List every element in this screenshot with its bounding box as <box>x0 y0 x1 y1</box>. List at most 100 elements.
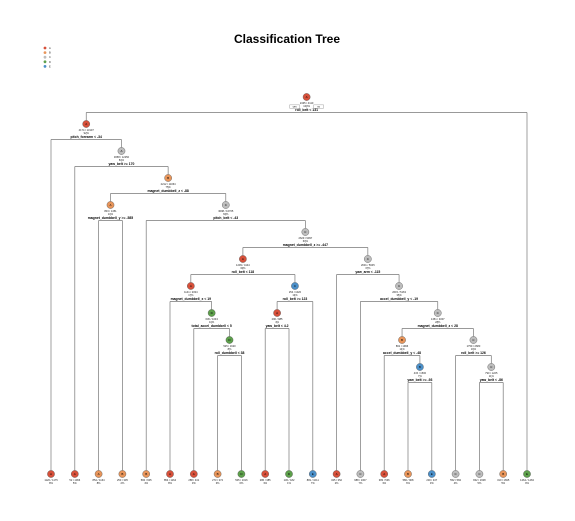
node-class-label: E <box>431 472 433 476</box>
leaf-node: D505 / 10166% <box>235 470 248 485</box>
split-rule-label: total_accel_dumbbell < 5 <box>192 324 232 328</box>
node-class-label: B <box>502 472 504 476</box>
legend-label-e: E <box>49 64 51 68</box>
node-class-label: A <box>50 472 52 476</box>
legend-label-d: D <box>49 60 51 64</box>
node-class-label: A <box>190 284 192 288</box>
split-rule-label: pitch_belt < -43 <box>213 216 238 220</box>
node-class-label: A <box>193 472 195 476</box>
split-rule-label: accel_dumbbell_y < -19 <box>380 297 418 301</box>
node-class-label: A <box>383 472 385 476</box>
node-class-label: A <box>264 472 266 476</box>
split-rule-label: roll_belt < 131 <box>295 108 318 112</box>
node-class-label: B <box>401 338 403 342</box>
split-rule-label: roll_belt >= 126 <box>461 351 486 355</box>
node-class-label: A <box>85 122 87 126</box>
leaf-node: A288 / 4313% <box>188 470 199 485</box>
split-rule-label: yaw_belt < 4.2 <box>266 324 289 328</box>
split-node: B2212 / 1106475%magnet_dumbbell_z < -88 <box>147 174 188 193</box>
split-rule-label: yaw_belt >= -93 <box>407 378 432 382</box>
split-node: C2615 / 516335%accel_dumbbell_y < -19 <box>380 282 418 301</box>
node-class-label: A <box>306 95 308 99</box>
node-class-label: E <box>526 472 528 476</box>
split-node: D525 / 16208%roll_dumbbell < 38 <box>215 336 245 355</box>
split-rule-label: yaw_belt < -86 <box>480 378 503 382</box>
split-rule-label: magnet_dumbbell_y >= -585 <box>88 216 134 220</box>
split-rule-label: magnet_dumbbell_z < -88 <box>147 189 188 193</box>
split-node: B861 / 199614%accel_dumbbell_y < -48 <box>383 336 421 355</box>
legend: ABCDE <box>44 46 51 68</box>
diagram-title: Classification Tree <box>234 32 340 46</box>
node-class-label: B <box>217 472 219 476</box>
split-node: C254 / 102013%roll_belt >= 123 <box>283 282 308 301</box>
split-node: A803 / 145110%magnet_dumbbell_y >= -585 <box>88 201 134 220</box>
node-class-label: A <box>109 203 111 207</box>
split-node: C3098 / 1070566%pitch_belt < -43 <box>213 201 238 220</box>
split-rule-label: roll_dumbbell < 38 <box>215 351 245 355</box>
legend-swatch-d <box>44 60 47 63</box>
node-class-label: A <box>169 472 171 476</box>
split-rule-label: yaw_arm < -115 <box>355 270 380 274</box>
leaf-node: A854 / 11648% <box>93 470 106 485</box>
split-no-label: no <box>317 105 320 108</box>
leaf-node: B310 / 16955% <box>497 470 510 485</box>
node-class-label: B <box>407 472 409 476</box>
node-class-label: A <box>336 472 338 476</box>
node-class-label: A <box>98 472 100 476</box>
split-rule-label: magnet_dumbbell_x < 19 <box>171 297 212 301</box>
legend-label-c: C <box>49 55 51 59</box>
split-rule-label: pitch_forearm < -34 <box>71 135 102 139</box>
leaf-node: E1264 / 14639% <box>520 470 534 485</box>
split-rule-label: roll_belt < 118 <box>232 270 255 274</box>
split-node: B415 / 15007%yaw_belt >= -93 <box>407 363 432 382</box>
legend-label-a: A <box>49 46 51 50</box>
node-class-label: B <box>145 472 147 476</box>
split-rule-label: magnet_dumbbell_z >= -447 <box>283 243 328 247</box>
leaf-node: A854 / 11648% <box>164 470 177 485</box>
legend-swatch-b <box>44 51 47 54</box>
node-class-label: E <box>312 472 314 476</box>
split-node: C1750 / 268319%roll_belt >= 126 <box>461 336 486 355</box>
split-yes-label: yes <box>293 105 298 108</box>
node-class-label: A <box>242 257 244 261</box>
split-node: A290 / 9854%yaw_belt < 4.2 <box>266 309 289 328</box>
split-rule-label: accel_dumbbell_y < -48 <box>383 351 421 355</box>
legend-swatch-a <box>44 47 47 50</box>
node-class-label: A <box>74 472 76 476</box>
legend-swatch-e <box>44 65 47 68</box>
leaf-node: A325 / 3522% <box>331 470 342 485</box>
split-rule-label: magnet_dumbbell_z < 28 <box>418 324 458 328</box>
leaf-node: B580 / 9086% <box>403 470 414 485</box>
legend-swatch-c <box>44 56 47 59</box>
node-class-label: A <box>120 149 122 153</box>
leaf-node: C552 / 5844% <box>450 470 461 485</box>
leaf-node: A383 / 5363% <box>379 470 390 485</box>
node-class-label: B <box>419 365 421 369</box>
node-class-label: A <box>276 311 278 315</box>
node-class-label: B <box>121 472 123 476</box>
split-rule-label: yaw_belt >= 170 <box>109 162 135 166</box>
split-rule-label: roll_belt >= 123 <box>283 297 308 301</box>
legend-label-b: B <box>49 51 51 55</box>
